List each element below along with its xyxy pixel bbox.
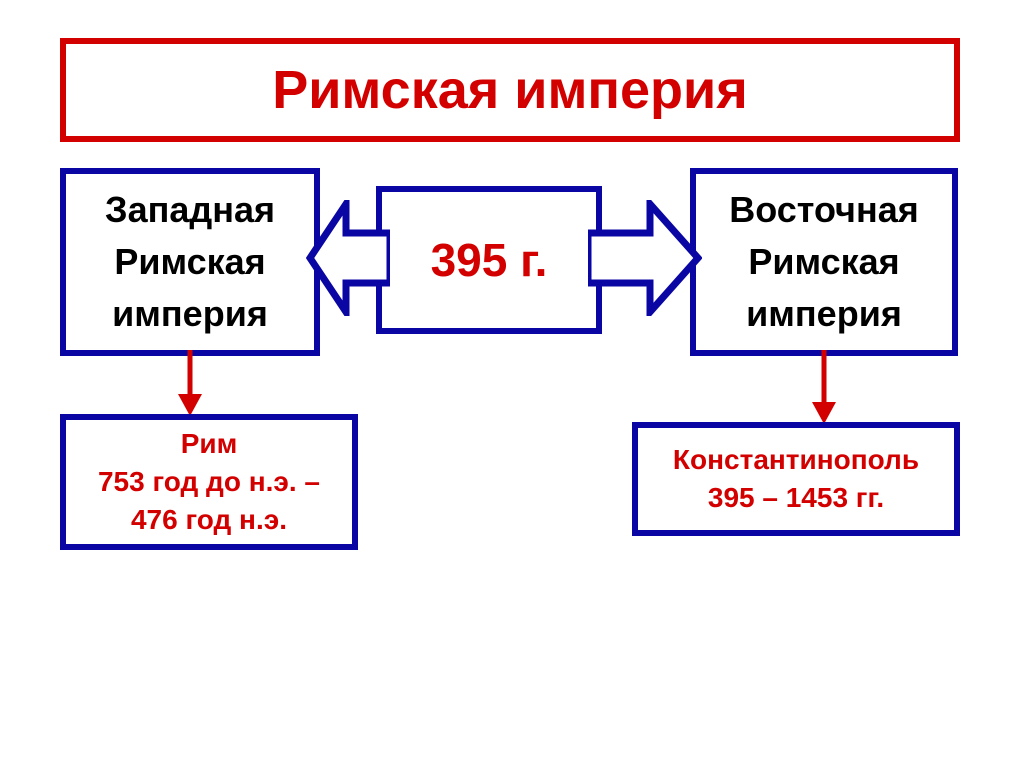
block-arrow-right-icon xyxy=(588,200,702,316)
right-box-content: Восточная Римская империя xyxy=(729,184,918,341)
down-arrow-right-icon xyxy=(804,350,844,428)
left-detail-box: Рим 753 год до н.э. – 476 год н.э. xyxy=(60,414,358,550)
right-line-2: Римская xyxy=(729,236,918,288)
center-box: 395 г. xyxy=(376,186,602,334)
left-detail-line-3: 476 год н.э. xyxy=(98,501,320,539)
block-arrow-left-icon xyxy=(306,200,390,316)
left-box-content: Западная Римская империя xyxy=(105,184,275,341)
right-detail-content: Константинополь 395 – 1453 гг. xyxy=(673,441,919,517)
down-arrow-left-icon xyxy=(170,350,210,420)
right-line-1: Восточная xyxy=(729,184,918,236)
left-line-1: Западная xyxy=(105,184,275,236)
right-detail-line-2: 395 – 1453 гг. xyxy=(673,479,919,517)
right-line-3: империя xyxy=(729,288,918,340)
right-box: Восточная Римская империя xyxy=(690,168,958,356)
left-detail-line-2: 753 год до н.э. – xyxy=(98,463,320,501)
left-line-3: империя xyxy=(105,288,275,340)
right-detail-line-1: Константинополь xyxy=(673,441,919,479)
title-box: Римская империя xyxy=(60,38,960,142)
left-line-2: Римская xyxy=(105,236,275,288)
left-box: Западная Римская империя xyxy=(60,168,320,356)
left-detail-line-1: Рим xyxy=(98,425,320,463)
left-detail-content: Рим 753 год до н.э. – 476 год н.э. xyxy=(98,425,320,538)
title-text: Римская империя xyxy=(272,59,748,121)
right-detail-box: Константинополь 395 – 1453 гг. xyxy=(632,422,960,536)
center-text: 395 г. xyxy=(431,233,548,287)
